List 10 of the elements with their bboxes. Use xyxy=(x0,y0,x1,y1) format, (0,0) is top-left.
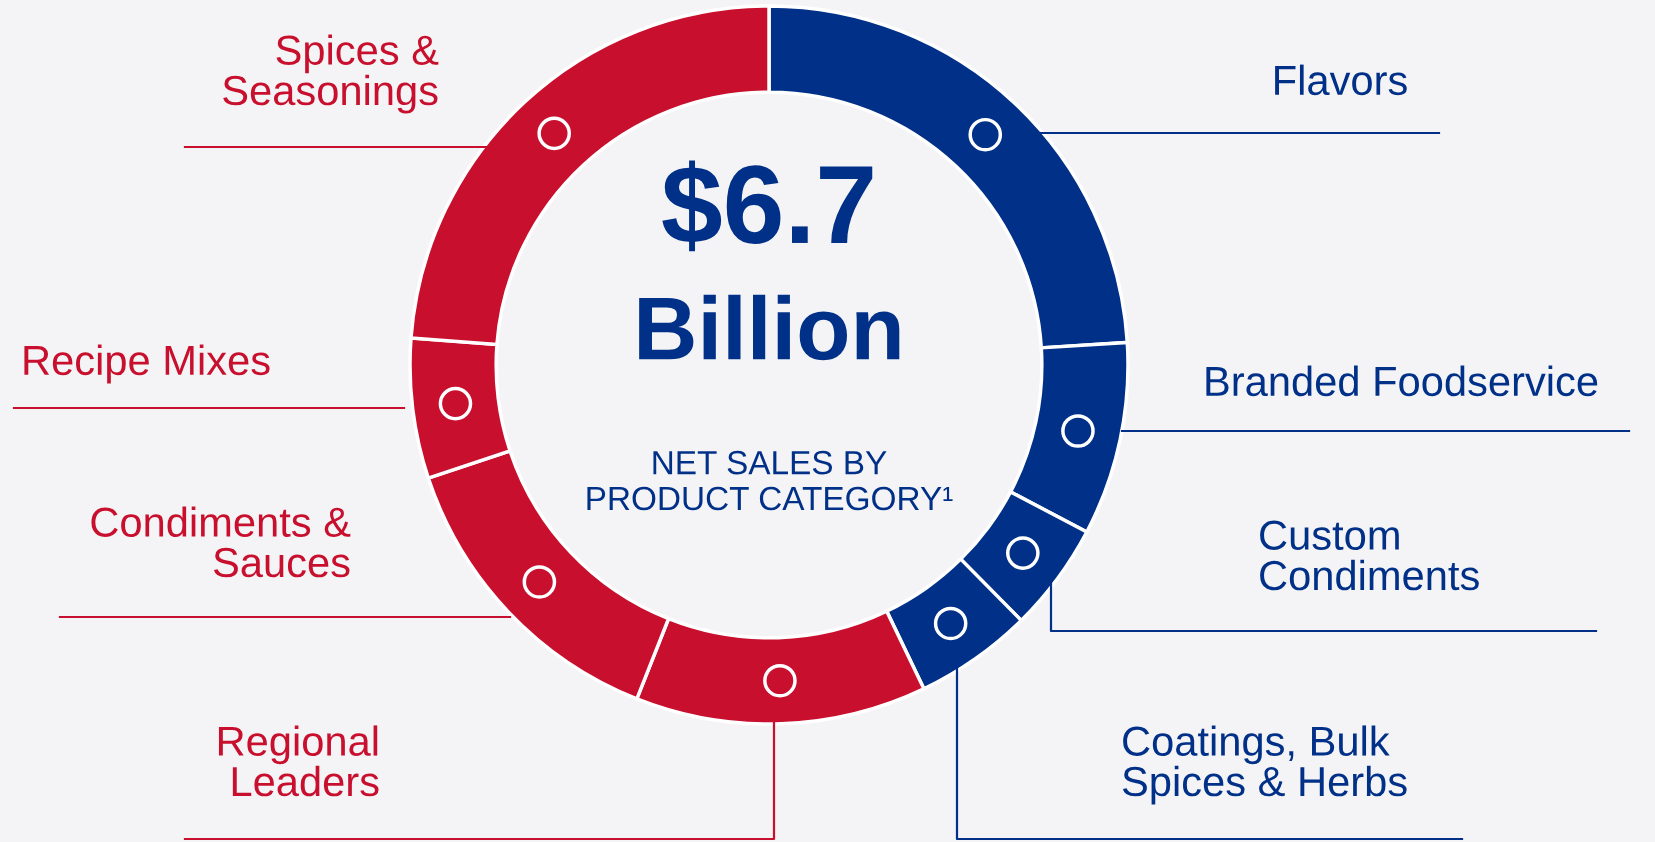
text: NET SALES BY PRODUCT CATEGORY¹ xyxy=(587,450,953,511)
slice-label: Custom Condiments xyxy=(1260,520,1479,591)
slice-label: Coatings, Bulk Spices & Herbs xyxy=(1122,725,1407,805)
slice-label: Recipe Mixes xyxy=(24,344,270,384)
slice-label: Flavors xyxy=(1275,64,1407,96)
slice-label: Condiments & Sauces xyxy=(91,506,351,578)
slice-label: Regional Leaders xyxy=(218,725,379,797)
text: $6.7 Billion xyxy=(639,160,900,361)
slice-label: Branded Foodservice xyxy=(1206,365,1598,397)
slice-label: Spices & Seasonings xyxy=(223,34,439,114)
